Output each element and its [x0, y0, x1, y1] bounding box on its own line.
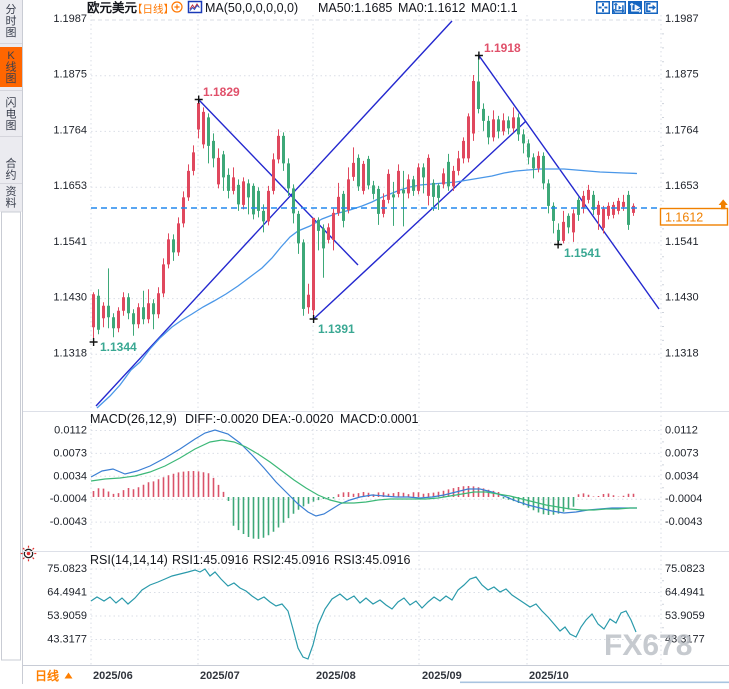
- svg-text:-0.0004: -0.0004: [50, 493, 87, 505]
- svg-text:1.1987: 1.1987: [53, 13, 87, 25]
- svg-text:1.1344: 1.1344: [100, 340, 137, 354]
- svg-text:75.0823: 75.0823: [665, 563, 705, 575]
- svg-text:【日线】: 【日线】: [132, 3, 174, 16]
- svg-text:2025/10: 2025/10: [529, 670, 569, 682]
- svg-text:43.3177: 43.3177: [47, 634, 87, 646]
- svg-text:图: 图: [6, 26, 17, 39]
- svg-text:RSI1:45.0916: RSI1:45.0916: [172, 553, 248, 567]
- svg-text:FX678: FX678: [604, 629, 692, 662]
- svg-text:1.1653: 1.1653: [53, 180, 87, 192]
- svg-text:0.0073: 0.0073: [53, 447, 87, 459]
- svg-text:MACD(26,12,9): MACD(26,12,9): [90, 412, 177, 426]
- svg-text:2025/07: 2025/07: [200, 670, 240, 682]
- svg-text:-0.0004: -0.0004: [665, 493, 702, 505]
- svg-text:RSI3:45.0916: RSI3:45.0916: [334, 553, 410, 567]
- svg-text:-0.0043: -0.0043: [50, 516, 87, 528]
- svg-text:DEA:-0.0020: DEA:-0.0020: [262, 412, 334, 426]
- svg-text:约: 约: [6, 169, 17, 182]
- svg-text:0.0073: 0.0073: [665, 447, 699, 459]
- svg-text:MA0:1.1: MA0:1.1: [471, 1, 518, 15]
- svg-text:2025/09: 2025/09: [422, 670, 462, 682]
- svg-text:1.1430: 1.1430: [665, 292, 699, 304]
- svg-text:64.4941: 64.4941: [665, 587, 705, 599]
- svg-text:资: 资: [6, 185, 17, 198]
- svg-text:1.1987: 1.1987: [665, 13, 699, 25]
- svg-text:合: 合: [6, 156, 17, 170]
- svg-text:日线: 日线: [35, 668, 59, 683]
- svg-text:图: 图: [6, 72, 17, 85]
- svg-text:1.1764: 1.1764: [665, 124, 699, 136]
- svg-text:75.0823: 75.0823: [47, 563, 87, 575]
- svg-text:闪: 闪: [6, 95, 17, 109]
- svg-text:MACD:0.0001: MACD:0.0001: [340, 412, 419, 426]
- svg-text:时: 时: [6, 15, 17, 28]
- svg-text:MA(50,0,0,0,0,0): MA(50,0,0,0,0,0): [205, 1, 298, 15]
- svg-text:53.9059: 53.9059: [665, 610, 705, 622]
- svg-text:1.1653: 1.1653: [665, 180, 699, 192]
- svg-text:线: 线: [6, 60, 17, 74]
- svg-text:图: 图: [6, 119, 17, 132]
- svg-text:1.1875: 1.1875: [665, 69, 699, 81]
- svg-text:MA50:1.1685: MA50:1.1685: [318, 1, 392, 15]
- svg-text:1.1391: 1.1391: [318, 322, 355, 336]
- svg-text:1.1918: 1.1918: [484, 41, 521, 55]
- svg-text:DIFF:-0.0020: DIFF:-0.0020: [185, 412, 259, 426]
- svg-text:1.1829: 1.1829: [203, 85, 240, 99]
- svg-text:1.1541: 1.1541: [665, 236, 699, 248]
- svg-text:1.1541: 1.1541: [564, 246, 601, 260]
- svg-text:1.1612: 1.1612: [665, 211, 703, 225]
- svg-text:2025/06: 2025/06: [93, 670, 133, 682]
- svg-text:1.1541: 1.1541: [53, 236, 87, 248]
- svg-text:64.4941: 64.4941: [47, 587, 87, 599]
- svg-text:K: K: [7, 50, 15, 62]
- svg-text:1.1318: 1.1318: [665, 347, 699, 359]
- svg-text:1.1875: 1.1875: [53, 69, 87, 81]
- svg-text:分: 分: [6, 3, 17, 16]
- svg-text:43.3177: 43.3177: [665, 634, 705, 646]
- svg-text:-0.0043: -0.0043: [665, 516, 702, 528]
- svg-text:RSI(14,14,14): RSI(14,14,14): [90, 553, 168, 567]
- svg-text:欧元美元: 欧元美元: [87, 0, 138, 15]
- svg-text:1.1318: 1.1318: [53, 347, 87, 359]
- svg-text:料: 料: [6, 196, 17, 210]
- svg-text:0.0112: 0.0112: [665, 425, 698, 437]
- svg-text:2025/08: 2025/08: [316, 670, 356, 682]
- svg-text:53.9059: 53.9059: [47, 610, 87, 622]
- svg-text:0.0034: 0.0034: [53, 470, 87, 482]
- svg-text:MA0:1.1612: MA0:1.1612: [398, 1, 465, 15]
- svg-text:1.1430: 1.1430: [53, 292, 87, 304]
- svg-text:0.0034: 0.0034: [665, 470, 699, 482]
- svg-text:RSI2:45.0916: RSI2:45.0916: [253, 553, 329, 567]
- svg-text:电: 电: [6, 108, 17, 121]
- svg-text:0.0112: 0.0112: [54, 425, 87, 437]
- svg-text:1.1764: 1.1764: [53, 124, 87, 136]
